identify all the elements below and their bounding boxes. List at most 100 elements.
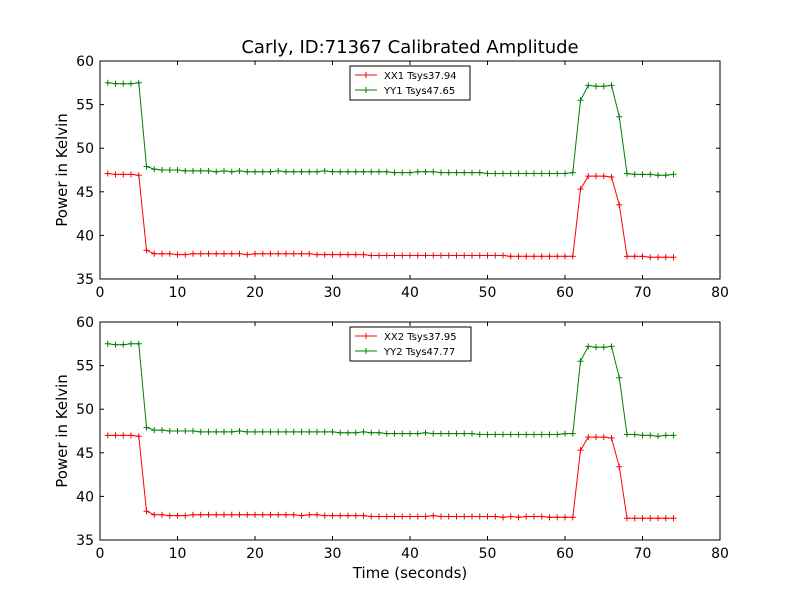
data-point (414, 430, 421, 437)
data-point (647, 171, 654, 178)
data-point (500, 170, 506, 177)
data-point (267, 250, 274, 257)
y-tick-label: 55 (76, 98, 94, 114)
data-point (298, 512, 305, 519)
data-point (500, 514, 506, 521)
data-point (507, 431, 514, 438)
data-point (275, 250, 282, 257)
data-point (151, 427, 158, 434)
data-point (368, 513, 375, 520)
data-point (554, 170, 561, 177)
data-point (236, 167, 243, 174)
data-point (445, 513, 452, 520)
data-point (112, 80, 119, 87)
data-point (655, 254, 661, 261)
subplot-top: 0 10 20 30 40 50 60 70 80 35 40 45 50 55 60 Power in Ke… (53, 54, 729, 301)
data-point (259, 428, 266, 435)
data-point (585, 343, 592, 350)
data-point (143, 424, 150, 431)
data-point (593, 344, 599, 351)
data-point (461, 252, 468, 259)
x-axis-label: Time (seconds) (352, 564, 468, 582)
data-point (639, 253, 646, 260)
data-point (469, 513, 475, 520)
x-tick-label: 60 (556, 285, 574, 301)
data-point (252, 250, 258, 257)
x-tick-label: 0 (96, 546, 105, 562)
data-point (159, 167, 165, 173)
data-point (469, 252, 475, 259)
data-point (531, 513, 537, 520)
data-point (608, 173, 615, 180)
data-point (476, 513, 483, 520)
data-point (670, 171, 677, 178)
y-axis-label: Power in Kelvin (53, 374, 71, 488)
data-point (337, 168, 344, 175)
data-point (236, 250, 243, 257)
data-point (422, 513, 429, 520)
x-tick-label: 50 (479, 546, 497, 562)
legend-box (349, 326, 472, 362)
data-point (143, 163, 150, 170)
data-point (352, 512, 359, 519)
data-point (608, 343, 615, 350)
data-point (205, 250, 212, 257)
data-point (546, 170, 553, 177)
data-point (670, 432, 677, 439)
data-point (135, 79, 142, 86)
data-point (453, 430, 460, 437)
data-point (469, 430, 475, 437)
data-point (484, 513, 491, 520)
data-point (290, 511, 297, 518)
data-point (430, 168, 437, 175)
data-point (314, 511, 320, 518)
data-point (213, 168, 220, 175)
data-point (507, 513, 514, 520)
data-point (244, 511, 251, 518)
data-point (360, 428, 367, 435)
data-point (414, 168, 421, 175)
data-point (135, 172, 142, 179)
data-point (476, 169, 483, 176)
data-point (151, 250, 158, 257)
data-point (593, 83, 599, 90)
data-point (445, 169, 452, 176)
y-tick-label: 45 (76, 446, 94, 462)
data-point (608, 82, 615, 89)
data-point (221, 428, 227, 435)
data-point (166, 250, 173, 257)
data-point (631, 253, 638, 260)
data-point (453, 169, 460, 176)
x-tick-label: 0 (96, 285, 105, 301)
y-tick-label: 40 (76, 489, 94, 505)
data-point (391, 430, 398, 437)
data-point (414, 252, 421, 259)
data-point (329, 512, 336, 519)
data-point (174, 428, 181, 434)
data-point (639, 515, 646, 522)
data-point (438, 513, 444, 520)
data-point (616, 113, 623, 120)
data-point (221, 167, 227, 174)
data-point (492, 170, 499, 177)
x-tick-label: 20 (246, 546, 264, 562)
y-tick-label: 45 (76, 185, 94, 201)
data-point (469, 169, 475, 176)
y-tick-label: 50 (76, 141, 94, 157)
x-tick-label: 40 (401, 546, 419, 562)
data-point (283, 511, 289, 518)
data-point (631, 515, 638, 522)
data-point (562, 170, 568, 177)
data-point (399, 169, 406, 176)
data-point (492, 252, 499, 259)
data-point (128, 171, 134, 178)
data-point (407, 513, 413, 520)
data-point (182, 512, 189, 519)
data-point (197, 250, 204, 257)
data-point (190, 250, 196, 257)
x-tick-label: 10 (169, 285, 187, 301)
data-point (453, 513, 460, 520)
data-point (430, 512, 437, 519)
data-point (585, 434, 592, 441)
y-tick-label: 50 (76, 402, 94, 418)
